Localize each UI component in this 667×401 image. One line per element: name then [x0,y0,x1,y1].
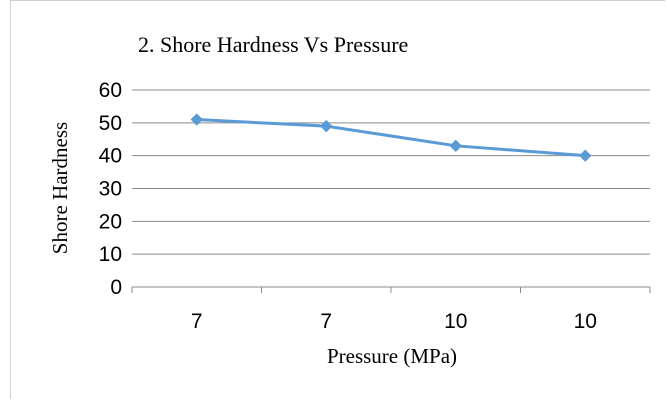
y-tick-label: 60 [99,79,122,102]
data-point-marker [190,113,203,126]
gridlines [132,89,650,255]
x-tick-label: 7 [191,310,203,333]
y-tick-label: 0 [110,276,122,299]
series [190,113,592,162]
y-tick-label: 20 [99,210,122,233]
chart-title: 2. Shore Hardness Vs Pressure [138,32,408,57]
y-tick-label: 30 [99,178,122,201]
chart-frame [10,0,665,399]
y-axis-title: Shore Hardness [48,122,72,254]
axes [131,286,651,293]
data-point-marker [320,119,333,133]
x-tick-labels: 7 7 10 10 [191,310,597,333]
x-tick-label: 10 [444,310,467,333]
y-tick-label: 40 [99,145,122,168]
x-tick-label: 7 [320,310,332,333]
data-point-marker [579,149,592,162]
y-tick-labels: 0 10 20 30 40 50 60 [99,79,122,299]
x-axis-title: Pressure (MPa) [327,344,457,368]
y-tick-label: 50 [99,112,122,135]
series-line [196,118,586,158]
y-tick-label: 10 [99,243,122,266]
data-point-marker [449,139,462,153]
x-tick-label: 10 [574,310,597,333]
